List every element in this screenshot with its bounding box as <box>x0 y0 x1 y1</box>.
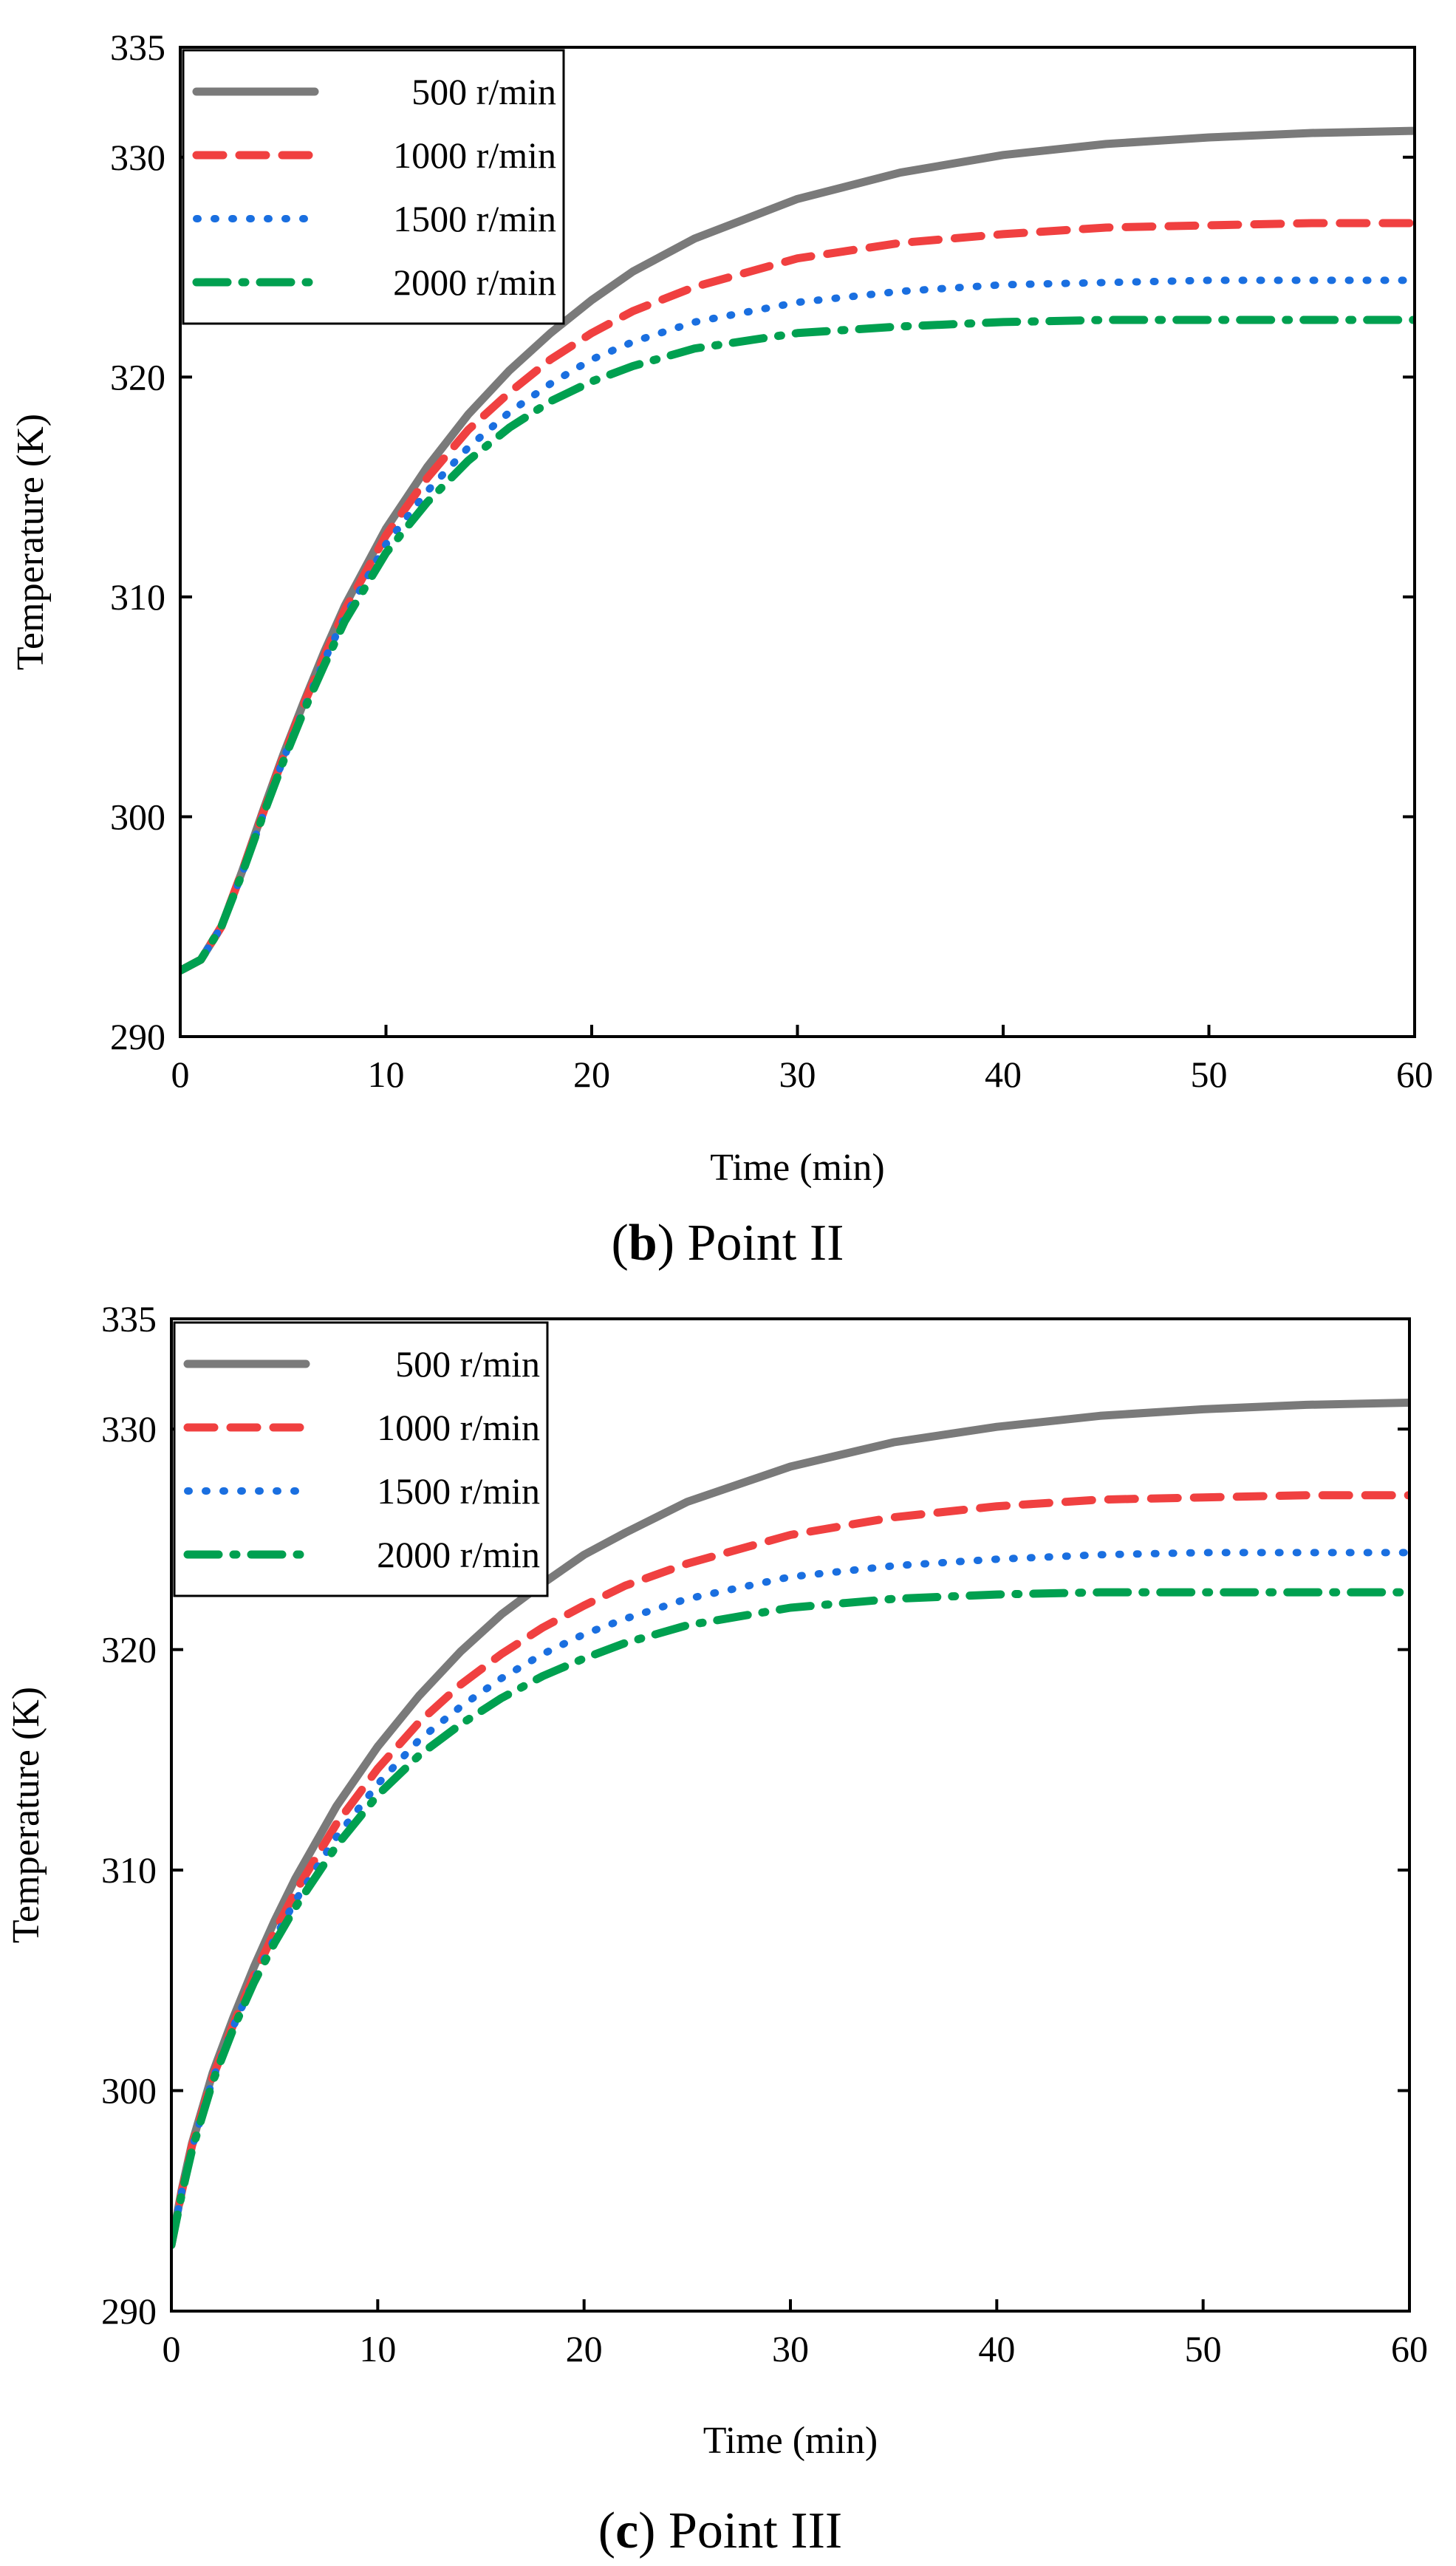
legend-label: 1000 r/min <box>377 1407 540 1448</box>
y-tick-label: 320 <box>110 356 165 397</box>
series-line-1500-r-min <box>180 276 1415 975</box>
legend: 500 r/min 1000 r/min 1500 r/min 2000 r/min <box>182 49 565 325</box>
y-axis-title: Temperature (K) <box>10 414 52 670</box>
y-axis-title: Temperature (K) <box>5 1687 47 1943</box>
legend-label: 500 r/min <box>395 1343 540 1385</box>
x-tick-label: 60 <box>1391 2328 1428 2369</box>
y-tick-label: 290 <box>110 1016 165 1057</box>
legend-label: 1000 r/min <box>393 134 556 176</box>
legend-label: 2000 r/min <box>393 262 556 303</box>
x-tick-label: 0 <box>163 2328 181 2369</box>
series-line-2000-r-min <box>171 1588 1409 2249</box>
x-axis-title: Time (min) <box>703 2420 878 2462</box>
series-lines <box>171 1398 1409 2249</box>
x-tick-label: 10 <box>368 1054 405 1095</box>
x-tick-label: 50 <box>1185 2328 1222 2369</box>
legend-box <box>173 1321 549 1597</box>
legend-label: 1500 r/min <box>393 198 556 239</box>
series-line-1500-r-min <box>171 1549 1409 2249</box>
y-tick-label: 335 <box>101 1298 157 1340</box>
legend-box <box>182 49 565 325</box>
x-tick-label: 20 <box>566 2328 603 2369</box>
legend-label: 2000 r/min <box>377 1534 540 1575</box>
y-tick-label: 330 <box>101 1408 157 1450</box>
y-tick-label: 320 <box>101 1629 157 1671</box>
caption-c: (c) Point III <box>598 2502 842 2559</box>
x-tick-label: 40 <box>978 2328 1015 2369</box>
x-tick-label: 20 <box>573 1054 610 1095</box>
x-tick-label: 50 <box>1191 1054 1228 1095</box>
y-tick-label: 310 <box>101 1849 157 1891</box>
chart-panel-c: 0 10 20 30 40 50 60 290 300 310 320 330 335 Time (min… <box>5 1298 1428 2462</box>
x-tick-label: 60 <box>1396 1054 1433 1095</box>
series-line-2000-r-min <box>180 315 1415 975</box>
x-tick-label: 30 <box>772 2328 809 2369</box>
x-axis-title: Time (min) <box>710 1147 884 1189</box>
legend-label: 1500 r/min <box>377 1470 540 1512</box>
y-tick-label: 290 <box>101 2290 157 2332</box>
legend: 500 r/min 1000 r/min 1500 r/min 2000 r/min <box>173 1321 549 1597</box>
y-tick-label: 330 <box>110 137 165 178</box>
x-tick-label: 0 <box>171 1054 190 1095</box>
x-tick-label: 10 <box>359 2328 396 2369</box>
x-tick-label: 40 <box>985 1054 1022 1095</box>
y-tick-label: 335 <box>110 27 165 68</box>
legend-label: 500 r/min <box>411 71 556 112</box>
y-tick-label: 300 <box>110 796 165 837</box>
caption-b: (b) Point II <box>611 1215 844 1272</box>
y-tick-label: 300 <box>101 2070 157 2112</box>
series-lines <box>180 126 1415 975</box>
x-tick-label: 30 <box>779 1054 816 1095</box>
chart-panel-b: 0 10 20 30 40 50 60 290 300 310 320 330 335 Time (min… <box>10 27 1433 1189</box>
y-tick-label: 310 <box>110 576 165 618</box>
